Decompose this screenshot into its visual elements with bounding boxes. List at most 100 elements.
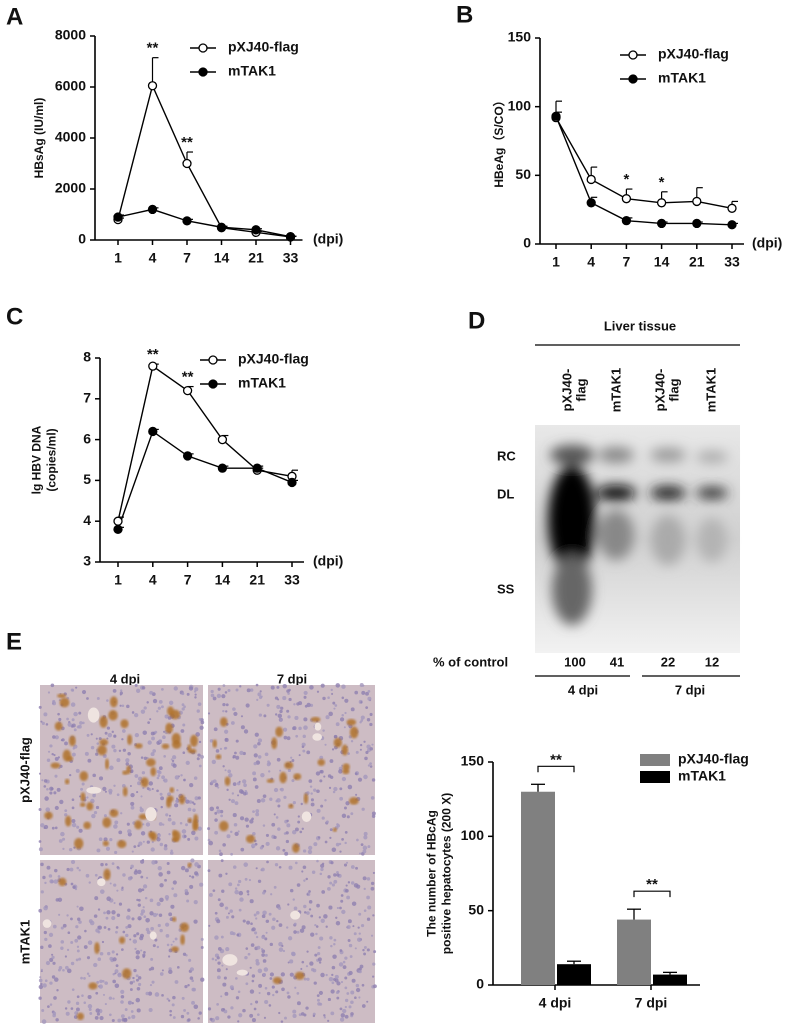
nucleus [72, 885, 76, 889]
nucleus [326, 820, 329, 824]
nucleus [279, 769, 282, 772]
nucleus [354, 690, 359, 695]
nucleus [255, 961, 260, 966]
nucleus [219, 902, 224, 908]
nucleus [220, 995, 223, 998]
nucleus [58, 767, 61, 770]
nucleus [142, 840, 145, 843]
nucleus [338, 842, 342, 846]
nucleus [355, 750, 359, 754]
nucleus [293, 703, 296, 706]
nucleus [340, 894, 344, 897]
nucleus [186, 899, 190, 903]
column-label: 7 dpi [277, 671, 307, 686]
nucleus [369, 762, 372, 765]
nucleus [217, 687, 221, 691]
nucleus [131, 850, 134, 853]
nucleus [142, 786, 145, 790]
nucleus [94, 1016, 99, 1020]
nucleus [267, 760, 270, 764]
nucleus [113, 824, 118, 829]
nucleus [367, 845, 371, 849]
nucleus [261, 953, 265, 957]
nucleus [333, 879, 338, 884]
marker [586, 174, 596, 185]
nucleus [292, 898, 295, 901]
nucleus [193, 776, 198, 780]
nucleus [207, 827, 211, 831]
nucleus [54, 805, 59, 810]
stained-cell [57, 693, 67, 698]
nucleus [121, 738, 124, 741]
nucleus [303, 977, 307, 981]
nucleus [303, 695, 307, 699]
stained-cell [272, 977, 282, 985]
nucleus [158, 822, 163, 826]
nucleus [252, 832, 256, 836]
nucleus [283, 795, 287, 799]
nucleus [265, 919, 270, 924]
nucleus [360, 843, 364, 847]
nucleus [306, 950, 309, 953]
nucleus [57, 712, 60, 716]
nucleus [209, 1017, 213, 1021]
nucleus [319, 770, 323, 774]
nucleus [197, 753, 201, 757]
nucleus [172, 880, 177, 885]
legend-label: mTAK1 [228, 63, 276, 79]
nucleus [366, 917, 371, 921]
nucleus [222, 843, 226, 847]
nucleus [328, 976, 334, 982]
nucleus [226, 788, 229, 791]
stained-cell [134, 743, 143, 749]
nucleus [122, 748, 127, 752]
nucleus [50, 787, 54, 791]
nucleus [282, 949, 286, 953]
nucleus [91, 813, 96, 819]
micrograph-panel: 4 dpi 7 dpi pXJ40-flag mTAK1 [17, 671, 377, 1024]
row-label: pXJ40-flag [17, 737, 32, 803]
nucleus [239, 816, 245, 821]
nucleus [60, 940, 65, 944]
nucleus [172, 940, 175, 943]
nucleus [130, 1010, 134, 1013]
nucleus [257, 755, 262, 759]
nucleus [113, 784, 116, 787]
marker [182, 158, 192, 169]
significance: ** [181, 134, 193, 151]
nucleus [282, 683, 287, 689]
x-tick-label: 4 [149, 572, 157, 588]
nucleus [88, 1008, 92, 1012]
nucleus [166, 997, 169, 1001]
stained-cell [79, 771, 89, 782]
nucleus [257, 741, 261, 746]
group-label: 4 dpi [568, 682, 598, 697]
nucleus [42, 983, 47, 988]
nucleus [208, 840, 214, 846]
nucleus [135, 978, 139, 982]
nucleus [163, 846, 168, 851]
nucleus [217, 898, 221, 902]
nucleus [334, 704, 338, 707]
nucleus [124, 1008, 128, 1012]
nucleus [322, 729, 325, 732]
y-tick-label: 5 [83, 471, 91, 487]
nucleus [371, 778, 376, 782]
nucleus [344, 986, 348, 990]
stained-cell [74, 838, 84, 850]
nucleus [370, 881, 375, 886]
nucleus [362, 876, 367, 881]
nucleus [358, 852, 362, 855]
nucleus [49, 1003, 53, 1006]
nucleus [41, 779, 44, 782]
nucleus [134, 683, 138, 687]
nucleus [291, 759, 295, 762]
nucleus [269, 972, 274, 977]
nucleus [249, 989, 255, 994]
nucleus [67, 722, 72, 727]
nucleus [180, 1014, 185, 1019]
nucleus [253, 761, 257, 766]
nucleus [146, 701, 149, 704]
nucleus [249, 688, 254, 692]
nucleus [62, 923, 67, 928]
